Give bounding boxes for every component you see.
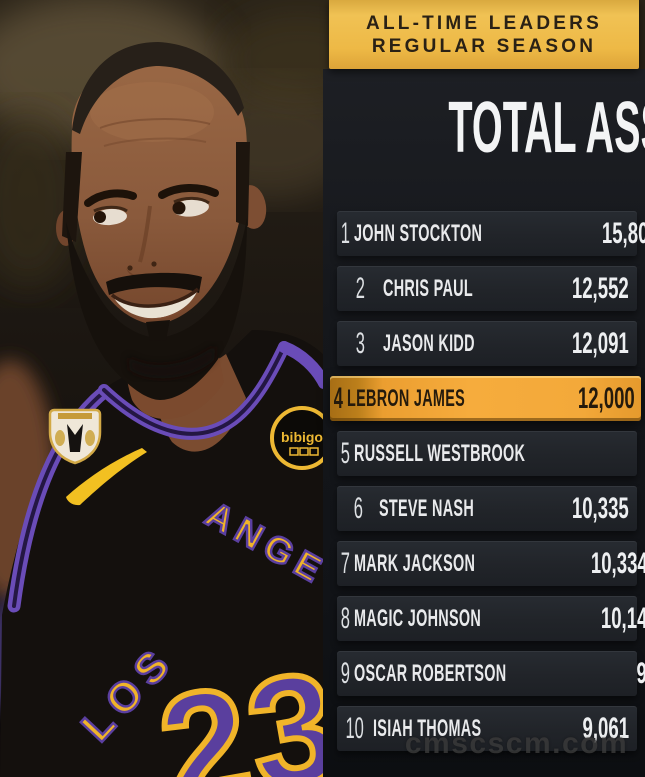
rank-label: 3	[355, 326, 365, 360]
rank-label: 5	[340, 436, 350, 470]
assists-value: 12,552	[572, 271, 629, 305]
table-row-highlighted: 4 LEBRON JAMES 12,000	[330, 376, 641, 421]
player-name: CHRIS PAUL	[383, 274, 473, 302]
rank-label: 9	[340, 656, 350, 690]
assists-value: 9,887	[636, 657, 645, 691]
table-row: 9 OSCAR ROBERTSON 9,887	[337, 651, 645, 696]
assists-value: 12,091	[572, 326, 629, 360]
assists-value: 9,061	[582, 711, 629, 745]
player-name: ISIAH THOMAS	[373, 714, 482, 742]
table-row: 8 MAGIC JOHNSON 10,141	[337, 596, 645, 641]
rank-label: 10	[345, 711, 365, 745]
player-name: STEVE NASH	[378, 494, 474, 522]
table-row: 3 JASON KIDD 12,091	[337, 321, 637, 366]
page-title: TOTAL ASSISTS	[448, 88, 645, 168]
table-row: 7 MARK JACKSON 10,334	[337, 541, 645, 586]
table-row: 5 RUSSELL WESTBROOK 10,351	[337, 431, 637, 476]
player-head	[56, 42, 267, 420]
table-row: 1 JOHN STOCKTON 15,806	[337, 211, 645, 256]
rank-label: 1	[340, 216, 350, 250]
table-row: 6 STEVE NASH 10,335	[337, 486, 637, 531]
rank-label: 8	[340, 601, 350, 635]
assists-value: 15,806	[602, 216, 645, 250]
nba-patch-icon	[48, 408, 102, 465]
player-name: LEBRON JAMES	[346, 384, 465, 412]
player-name: RUSSELL WESTBROOK	[353, 439, 525, 467]
assists-value: 10,334	[590, 546, 645, 580]
assists-value: 12,000	[578, 381, 636, 415]
player-name: OSCAR ROBERTSON	[353, 659, 507, 687]
banner-line-1: ALL-TIME LEADERS	[366, 12, 602, 34]
bibigo-text: bibigo	[281, 429, 323, 445]
leaderboard-panel: TOTAL ASSISTS 1 JOHN STOCKTON 15,806 2 C…	[323, 69, 645, 777]
player-name: JOHN STOCKTON	[353, 219, 482, 247]
assists-value: 10,335	[572, 491, 629, 525]
player-name: JASON KIDD	[383, 329, 475, 357]
bibigo-patch-icon: bibigo	[270, 406, 334, 470]
rank-label: 2	[355, 271, 365, 305]
rank-label: 6	[353, 491, 363, 525]
player-name: MAGIC JOHNSON	[353, 604, 481, 632]
nike-swoosh-icon	[66, 448, 147, 506]
table-row: 10 ISIAH THOMAS 9,061	[337, 706, 637, 751]
rank-label: 7	[340, 546, 350, 580]
player-name: MARK JACKSON	[353, 549, 475, 577]
header-banner: ALL-TIME LEADERS REGULAR SEASON	[329, 0, 639, 69]
assists-value: 10,141	[600, 601, 645, 635]
leaderboard-rows: 1 JOHN STOCKTON 15,806 2 CHRIS PAUL 12,5…	[330, 211, 645, 751]
rank-label: 4	[333, 381, 343, 415]
watermark: cmscscm.com	[404, 727, 629, 760]
panel-title-wrap: TOTAL ASSISTS	[323, 88, 645, 168]
jersey-trim	[7, 341, 330, 613]
banner-line-2: REGULAR SEASON	[371, 35, 597, 57]
table-row: 2 CHRIS PAUL 12,552	[337, 266, 637, 311]
